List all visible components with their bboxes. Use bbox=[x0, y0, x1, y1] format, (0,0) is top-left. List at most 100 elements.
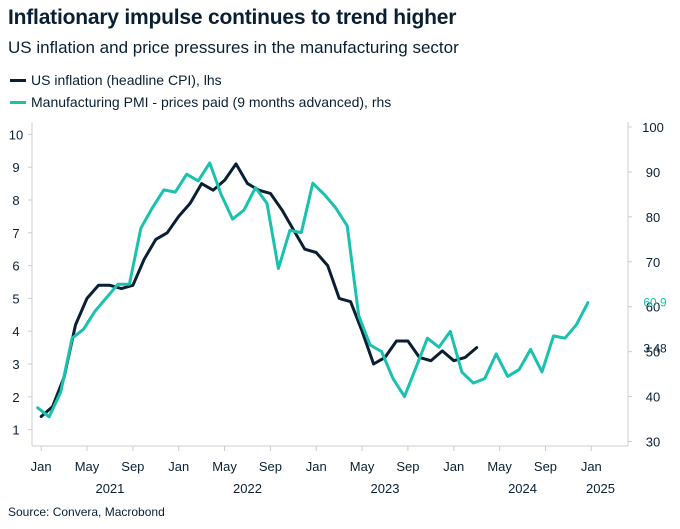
right-tick-label: 30 bbox=[646, 435, 660, 450]
x-tick-label: Sep bbox=[396, 459, 419, 474]
x-tick-label: Jan bbox=[443, 459, 464, 474]
cpi-point bbox=[200, 182, 203, 185]
x-year-label: 2021 bbox=[95, 481, 124, 496]
cpi-point bbox=[223, 179, 226, 182]
cpi-point bbox=[441, 349, 444, 352]
x-year-label: 2025 bbox=[586, 481, 615, 496]
cpi-point bbox=[246, 182, 249, 185]
cpi-point bbox=[143, 258, 146, 261]
pmi-point bbox=[197, 180, 200, 183]
pmi-point bbox=[288, 229, 291, 232]
cpi-point bbox=[120, 287, 123, 290]
legend-item-cpi: US inflation (headline CPI), lhs bbox=[8, 72, 222, 88]
pmi-point bbox=[139, 227, 142, 230]
pmi-point bbox=[415, 366, 418, 369]
pmi-line bbox=[36, 161, 590, 419]
pmi-point bbox=[71, 337, 74, 340]
pmi-point bbox=[254, 186, 257, 189]
left-tick-label: 8 bbox=[12, 193, 19, 208]
pmi-point bbox=[36, 406, 39, 409]
pmi-point bbox=[185, 173, 188, 176]
pmi-point bbox=[162, 188, 165, 191]
pmi-point bbox=[346, 224, 349, 227]
pmi-point bbox=[437, 346, 440, 349]
left-tick-label: 4 bbox=[12, 324, 19, 339]
x-tick-label: Jan bbox=[31, 459, 52, 474]
left-tick-label: 5 bbox=[12, 291, 19, 306]
pmi-point bbox=[266, 202, 269, 205]
cpi-point bbox=[395, 340, 398, 343]
left-tick-label: 1 bbox=[12, 423, 19, 438]
left-tick-label: 6 bbox=[12, 259, 19, 274]
pmi-point bbox=[174, 191, 177, 194]
pmi-point bbox=[483, 377, 486, 380]
cpi-point bbox=[189, 202, 192, 205]
cpi-point bbox=[326, 264, 329, 267]
pmi-point bbox=[311, 182, 314, 185]
pmi-point bbox=[460, 370, 463, 373]
right-tick-label: 70 bbox=[646, 255, 660, 270]
x-tick-label: Sep bbox=[121, 459, 144, 474]
pmi-point bbox=[403, 395, 406, 398]
cpi-point bbox=[464, 356, 467, 359]
pmi-point bbox=[323, 193, 326, 196]
pmi-point bbox=[552, 335, 555, 338]
pmi-point bbox=[586, 301, 589, 304]
x-year-label: 2024 bbox=[508, 481, 537, 496]
right-tick-label: 80 bbox=[646, 210, 660, 225]
cpi-point bbox=[407, 340, 410, 343]
pmi-point bbox=[506, 375, 509, 378]
chart-title: Inflationary impulse continues to trend … bbox=[8, 6, 457, 29]
pmi-point bbox=[357, 314, 360, 317]
pmi-point bbox=[243, 209, 246, 212]
pmi-point bbox=[541, 370, 544, 373]
cpi-point bbox=[212, 189, 215, 192]
pmi-point bbox=[369, 344, 372, 347]
pmi-point bbox=[117, 283, 120, 286]
pmi-point bbox=[128, 283, 131, 286]
right-tick-label: 40 bbox=[646, 390, 660, 405]
pmi-point bbox=[231, 218, 234, 221]
pmi-point bbox=[300, 231, 303, 234]
cpi-point bbox=[235, 163, 238, 166]
pmi-point bbox=[105, 296, 108, 299]
x-year-label: 2022 bbox=[233, 481, 262, 496]
pmi-point bbox=[426, 337, 429, 340]
pmi-end-label: 60.9 bbox=[643, 296, 667, 310]
right-tick-label: 60 bbox=[646, 300, 660, 315]
x-tick-label: May bbox=[212, 459, 237, 474]
x-tick-label: Sep bbox=[259, 459, 282, 474]
pmi-point bbox=[277, 267, 280, 270]
cpi-point bbox=[109, 284, 112, 287]
pmi-point bbox=[529, 348, 532, 351]
cpi-point bbox=[177, 215, 180, 218]
pmi-point bbox=[94, 310, 97, 313]
cpi-point bbox=[303, 248, 306, 251]
cpi-point bbox=[338, 297, 341, 300]
pmi-point bbox=[151, 206, 154, 209]
pmi-point bbox=[564, 337, 567, 340]
pmi-point bbox=[518, 368, 521, 371]
cpi-point bbox=[372, 363, 375, 366]
cpi-point bbox=[475, 346, 478, 349]
cpi-point bbox=[349, 300, 352, 303]
right-tick-label: 90 bbox=[646, 165, 660, 180]
cpi-point bbox=[315, 251, 318, 254]
x-tick-label: Sep bbox=[534, 459, 557, 474]
cpi-end-label: 3.48 bbox=[643, 342, 667, 356]
left-tick-label: 3 bbox=[12, 357, 19, 372]
pmi-point bbox=[59, 391, 62, 394]
pmi-point bbox=[380, 350, 383, 353]
left-tick-label: 9 bbox=[12, 160, 19, 175]
cpi-point bbox=[429, 359, 432, 362]
cpi-point bbox=[166, 231, 169, 234]
left-tick-label: 2 bbox=[12, 390, 19, 405]
pmi-point bbox=[575, 323, 578, 326]
cpi-point bbox=[40, 415, 43, 418]
x-year-label: 2023 bbox=[371, 481, 400, 496]
legend-swatch-cpi bbox=[10, 78, 26, 82]
pmi-point bbox=[472, 382, 475, 385]
legend-swatch-pmi bbox=[10, 100, 26, 104]
pmi-point bbox=[208, 162, 211, 165]
